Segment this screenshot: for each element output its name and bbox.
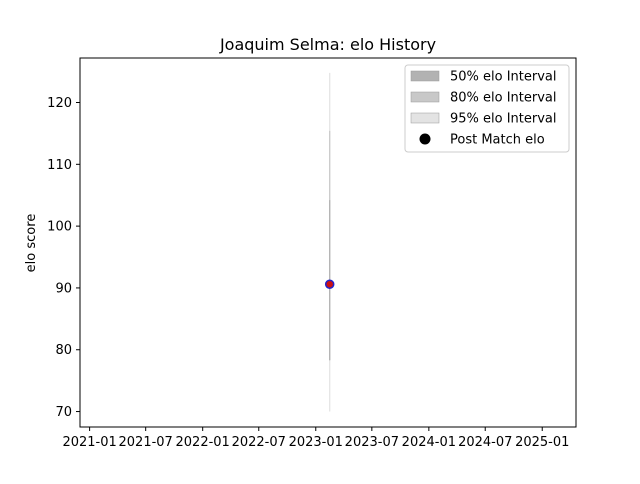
legend-label: Post Match elo xyxy=(450,133,545,148)
legend-swatch-50 xyxy=(410,70,440,82)
legend: 50% elo Interval 80% elo Interval 95% elo … xyxy=(404,64,570,153)
y-tick-label: 110 xyxy=(47,158,72,173)
y-tick-label: 100 xyxy=(47,220,72,235)
plot-area xyxy=(324,72,335,412)
x-tick-label: 2023-07 xyxy=(345,435,399,450)
x-tick-label: 2022-01 xyxy=(176,435,230,450)
chart-title: Joaquim Selma: elo History xyxy=(219,35,436,54)
legend-label: 50% elo Interval xyxy=(450,70,557,85)
x-tick-label: 2024-01 xyxy=(402,435,456,450)
legend-swatch-80 xyxy=(410,91,440,103)
y-axis-label: elo score xyxy=(24,214,39,273)
y-tick-label: 80 xyxy=(55,343,72,358)
x-tick-label: 2022-07 xyxy=(232,435,286,450)
legend-marker-post-match xyxy=(419,133,431,145)
legend-label: 95% elo Interval xyxy=(450,112,557,127)
x-tick-label: 2025-01 xyxy=(515,435,569,450)
axes: 70 80 90 100 110 120 2021-01 2021-07 2022-01 2022… xyxy=(47,57,577,450)
y-tick-label: 90 xyxy=(55,281,72,296)
x-tick-label: 2021-07 xyxy=(119,435,173,450)
x-tick-label: 2023-01 xyxy=(289,435,343,450)
plot-frame xyxy=(79,57,577,428)
y-tick-label: 120 xyxy=(47,96,72,111)
post-match-elo-point xyxy=(324,279,335,289)
y-tick-label: 70 xyxy=(55,405,72,420)
legend-swatch-95 xyxy=(410,112,440,124)
x-tick-label: 2024-07 xyxy=(458,435,512,450)
legend-label: 80% elo Interval xyxy=(450,91,557,106)
x-tick-label: 2021-01 xyxy=(62,435,116,450)
legend-box xyxy=(404,64,570,153)
